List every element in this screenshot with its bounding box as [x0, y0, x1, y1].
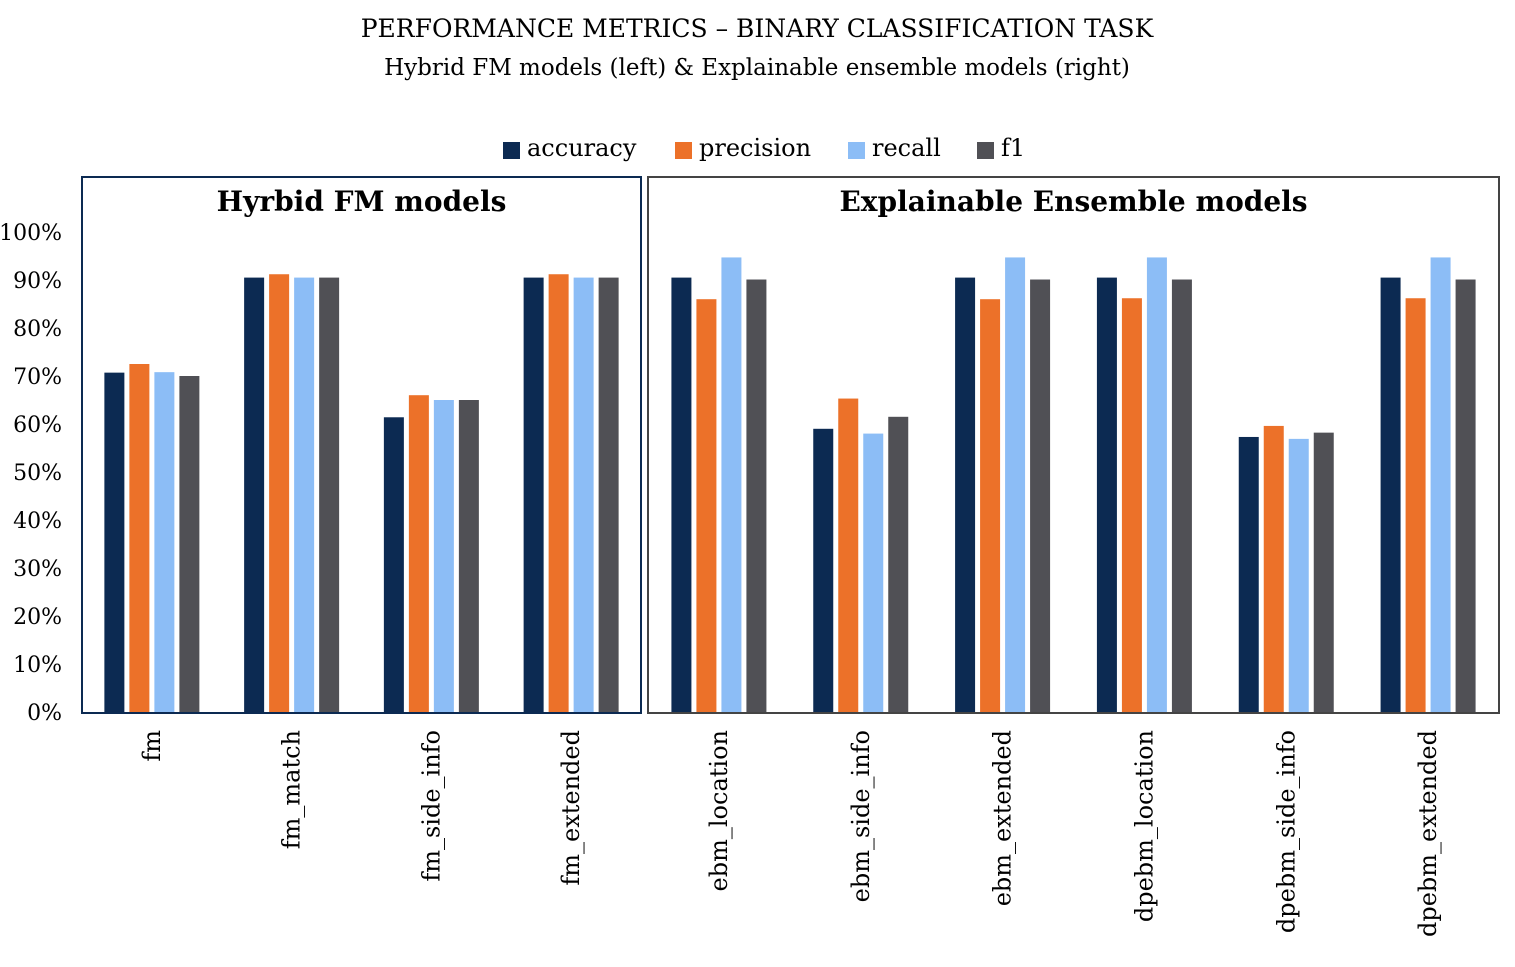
bar-dpebm_side_info-f1: [1313, 432, 1334, 712]
bar-dpebm_location-f1: [1171, 279, 1192, 712]
bar-dpebm_location-precision: [1121, 298, 1142, 712]
x-category-label: ebm_side_info: [847, 730, 875, 902]
bar-fm_side_info-precision: [408, 395, 429, 712]
bar-fm-accuracy: [104, 372, 125, 712]
bar-dpebm_side_info-recall: [1288, 438, 1309, 712]
panel-frame-1: [81, 176, 642, 714]
bar-dpebm_side_info-accuracy: [1238, 436, 1259, 712]
bar-dpebm_location-recall: [1146, 257, 1167, 712]
bar-ebm_extended-f1: [1030, 279, 1051, 712]
bar-ebm_location-precision: [696, 299, 717, 712]
bar-fm_extended-precision: [548, 274, 569, 712]
legend-swatch-precision: [675, 142, 692, 159]
legend-label-recall: recall: [872, 134, 941, 162]
y-tick-label: 60%: [13, 413, 62, 438]
y-tick-label: 50%: [13, 461, 62, 486]
bar-fm_match-recall: [294, 277, 315, 712]
x-category-label: ebm_location: [705, 730, 733, 891]
bar-ebm_side_info-precision: [838, 398, 859, 712]
x-category-label: ebm_extended: [989, 730, 1017, 906]
bar-fm_match-f1: [319, 277, 340, 712]
panel-title-2: Explainable Ensemble models: [839, 185, 1307, 218]
bar-fm_match-accuracy: [244, 277, 265, 712]
y-axis: 0% 10% 20% 30% 40% 50% 60% 70% 80% 90% 100%: [0, 221, 62, 726]
bar-ebm_side_info-accuracy: [813, 428, 834, 712]
bar-dpebm_side_info-precision: [1263, 425, 1284, 712]
chart-subtitle: Hybrid FM models (left) & Explainable en…: [384, 55, 1130, 81]
chart-panels: Hyrbid FM models Explainable Ensemble mod…: [81, 176, 1500, 714]
y-tick-label: 20%: [13, 605, 62, 630]
bar-dpebm_extended-accuracy: [1380, 277, 1401, 712]
chart-title: PERFORMANCE METRICS – BINARY CLASSIFICAT…: [361, 14, 1155, 43]
panel-frame-2: [647, 176, 1500, 714]
bar-ebm_location-f1: [746, 279, 767, 712]
bar-ebm_extended-recall: [1005, 257, 1026, 712]
y-tick-label: 30%: [13, 557, 62, 582]
bar-fm_match-precision: [269, 274, 290, 712]
bar-ebm_side_info-recall: [863, 433, 884, 712]
y-tick-label: 100%: [0, 221, 62, 246]
x-category-label: fm: [138, 730, 166, 762]
bar-fm-recall: [154, 372, 175, 712]
x-category-label: dpebm_side_info: [1272, 730, 1300, 933]
x-category-label: dpebm_location: [1130, 730, 1158, 922]
bars: [104, 257, 1476, 712]
x-category-label: fm_extended: [557, 730, 585, 886]
x-category-label: dpebm_extended: [1414, 730, 1442, 937]
bar-fm_side_info-f1: [458, 400, 479, 712]
x-axis-labels: fm fm_match fm_side_info fm_extended ebm_loc…: [138, 730, 1442, 937]
legend-label-f1: f1: [1001, 134, 1025, 162]
y-tick-label: 80%: [13, 317, 62, 342]
panel-title-1: Hyrbid FM models: [217, 185, 507, 218]
bar-ebm_location-accuracy: [671, 277, 692, 712]
bar-fm-f1: [179, 376, 200, 712]
legend: accuracy precision recall f1: [503, 134, 1025, 162]
bar-fm_extended-accuracy: [523, 277, 544, 712]
y-tick-label: 40%: [13, 509, 62, 534]
bar-fm_side_info-accuracy: [383, 417, 404, 712]
bar-ebm_extended-accuracy: [955, 277, 976, 712]
legend-swatch-recall: [848, 142, 865, 159]
bar-fm_extended-f1: [598, 277, 619, 712]
legend-swatch-f1: [977, 142, 994, 159]
y-tick-label: 0%: [27, 701, 62, 726]
bar-dpebm_extended-recall: [1430, 257, 1451, 712]
bar-ebm_side_info-f1: [888, 416, 909, 712]
y-tick-label: 10%: [13, 653, 62, 678]
x-category-label: fm_side_info: [417, 730, 445, 882]
y-tick-label: 70%: [13, 365, 62, 390]
bar-ebm_extended-precision: [980, 299, 1001, 712]
bar-fm_side_info-recall: [433, 400, 454, 712]
y-tick-label: 90%: [13, 269, 62, 294]
bar-dpebm_extended-f1: [1455, 279, 1476, 712]
x-category-label: fm_match: [278, 730, 306, 849]
bar-fm-precision: [129, 364, 150, 712]
bar-dpebm_extended-precision: [1405, 298, 1426, 712]
legend-label-precision: precision: [699, 134, 811, 162]
legend-label-accuracy: accuracy: [527, 134, 637, 162]
bar-dpebm_location-accuracy: [1096, 277, 1117, 712]
bar-ebm_location-recall: [721, 257, 742, 712]
bar-fm_extended-recall: [573, 277, 594, 712]
legend-swatch-accuracy: [503, 142, 520, 159]
